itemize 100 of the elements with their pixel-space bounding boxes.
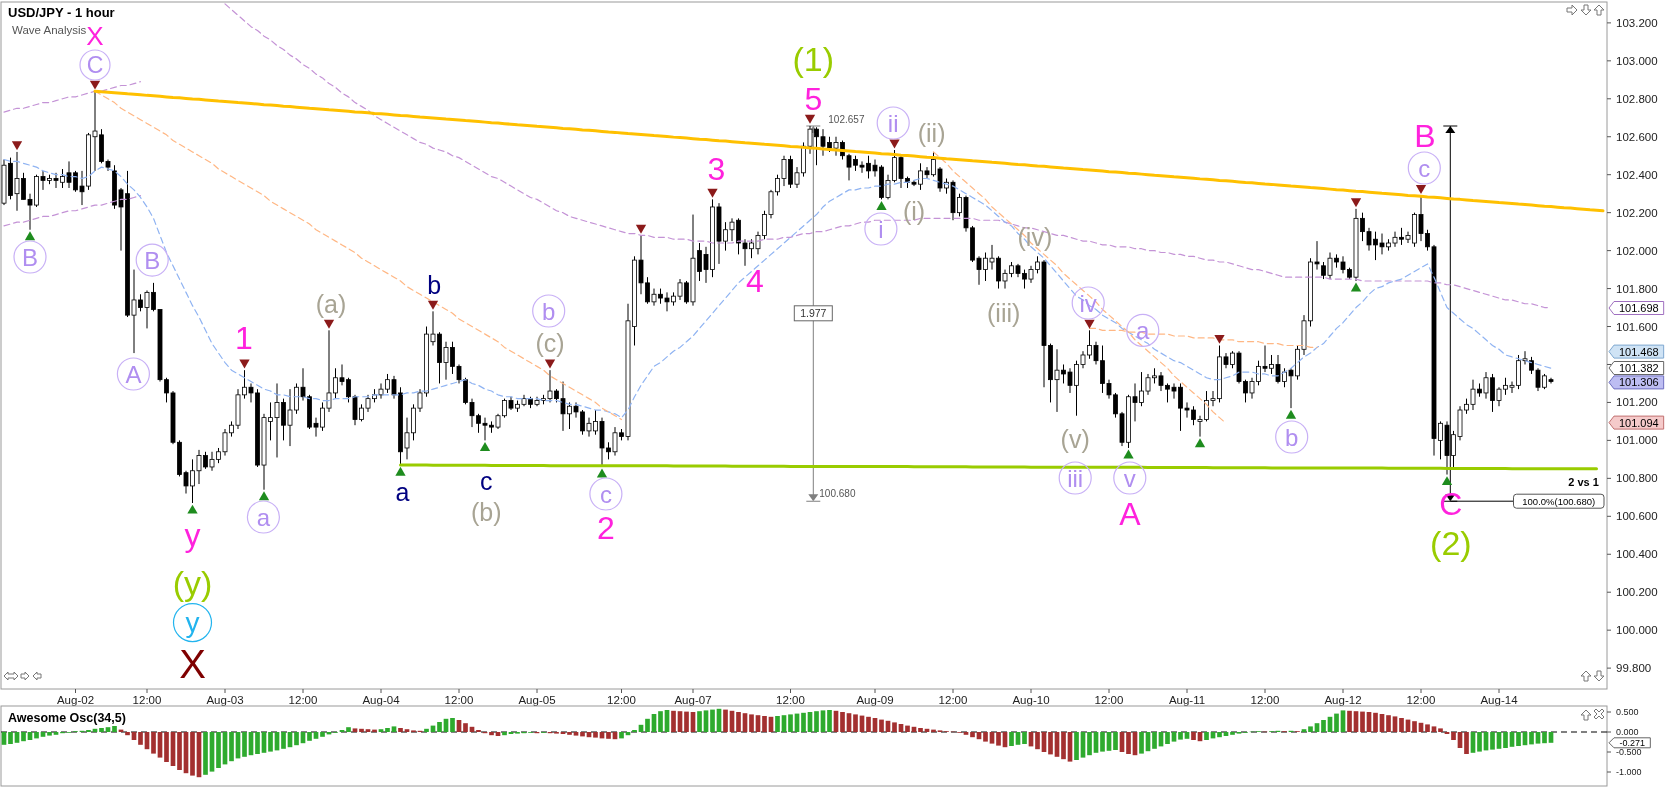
x-tick-label: Aug-12 [1324,694,1362,706]
bar [1048,732,1053,755]
annotation: c [1418,154,1431,182]
chart-title: USD/JPY - 1 hour [8,5,115,20]
bar [671,710,676,732]
annotation: A [125,360,142,388]
bar [918,728,923,732]
point [1214,334,1225,344]
x-tick-label: Aug-04 [362,694,401,706]
bar [1360,711,1365,732]
annotation: 100.680 [819,487,856,499]
annotation: (2) [1430,524,1472,562]
annotation: 102.657 [828,113,865,125]
annotation: 100.0%(100.680) [1522,495,1596,507]
bar [177,732,182,770]
annotation: iii [1067,464,1084,492]
annotation: B [1414,118,1436,154]
bar [1386,715,1391,732]
bar [567,732,572,735]
bar [398,728,403,732]
x-tick-label: 12:00 [938,694,968,706]
x-tick-label: Aug-03 [206,694,244,706]
bar [1542,732,1547,744]
annotation: B [21,243,39,271]
annotation: y [185,607,200,639]
bar [775,716,780,732]
x-tick-label: 12:00 [288,694,318,706]
bar [242,732,247,757]
annotation: b [1285,423,1299,451]
bar [105,727,111,732]
point [11,141,23,151]
point [596,468,608,478]
bar [1100,732,1105,752]
bar [1431,726,1437,732]
annotation: (y) [172,563,213,602]
x-tick-label: 12:00 [607,694,636,706]
bar [352,728,358,732]
point [1350,198,1362,208]
bar [1477,732,1482,752]
bar [1347,710,1352,732]
point [889,139,900,149]
annotation: c [599,480,612,508]
point [1285,409,1297,419]
x-tick-label: Aug-11 [1168,694,1206,706]
bar [424,728,429,732]
annotation: 2 vs 1 [1568,476,1599,489]
bar [1191,732,1196,740]
y-tick-label: 100.400 [1616,548,1658,561]
bar [1425,724,1430,732]
bar [359,728,364,732]
text: 101.468 [1618,345,1659,358]
bar [1074,732,1079,760]
point [804,114,816,124]
bar [372,729,377,732]
bar [684,711,689,732]
bar [365,729,371,732]
text: Wave Analysis [12,24,87,36]
bar [996,732,1001,746]
annotation: a [256,503,271,531]
point [544,359,556,369]
bar [788,714,793,732]
bar [892,722,897,732]
bar [40,732,46,737]
point [1123,449,1134,459]
bar [281,732,286,749]
bar [255,732,260,754]
y-tick-label: 100.200 [1616,586,1658,599]
bar [268,732,273,752]
y-tick-label: 100.800 [1616,472,1658,485]
chart-title: Awesome Osc(34,5) [8,711,126,725]
x-tick-label: 12:00 [1250,694,1280,706]
bar [307,732,312,741]
bar [853,714,858,732]
bar [814,711,819,732]
y-tick-label: 0.000 [1616,727,1639,737]
bar [931,729,936,732]
annotation: (ii) [917,119,946,147]
bar [710,709,715,732]
annotation: b [542,297,556,325]
point [427,300,439,310]
annotation: 4 [745,263,764,299]
annotation: C [86,52,104,78]
bar [658,711,663,732]
x-tick-label: Aug-02 [56,694,95,706]
point [258,491,270,501]
bar [1217,732,1222,738]
bar [1230,732,1235,735]
bar [1373,712,1378,732]
bar [1399,718,1404,732]
annotation: 1 [235,320,253,356]
annotation: (i) [902,196,926,225]
bar [573,732,579,736]
bar [1113,732,1118,750]
bar [1204,732,1209,740]
bar [736,712,741,732]
annotation: y [184,517,201,554]
point [479,442,491,451]
point [707,188,718,198]
y-tick-label: 102.000 [1616,244,1658,257]
bar [21,732,26,742]
